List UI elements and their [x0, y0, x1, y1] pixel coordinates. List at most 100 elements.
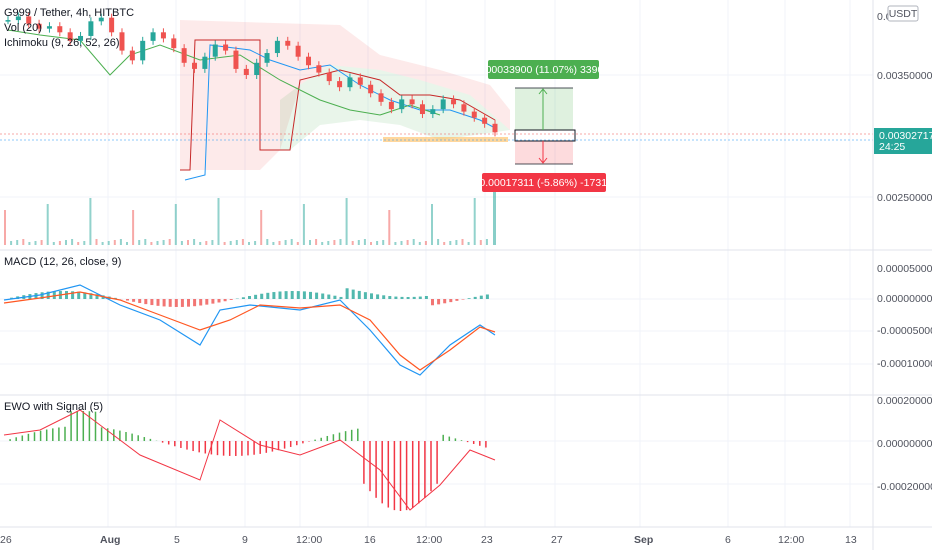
volume-bar	[455, 240, 458, 245]
macd-histogram-bar	[327, 294, 331, 299]
entry-box[interactable]	[514, 129, 576, 142]
volume-bar	[46, 204, 49, 245]
long-position-tool[interactable]: 0.00033900 (11.07%) 33900 -0.00017311 (-…	[383, 60, 612, 192]
macd-histogram-bar	[205, 299, 209, 305]
candle-body	[5, 20, 11, 22]
macd-histogram-bar	[229, 299, 233, 300]
ewo-tick-3: -0.00020000	[877, 481, 932, 493]
candle-body	[254, 62, 260, 75]
macd-histogram-bar	[461, 299, 465, 300]
macd-histogram-bar	[187, 299, 190, 307]
macd-histogram-bar	[479, 295, 483, 299]
price-tick-1: 0.00350000	[877, 70, 932, 82]
volume-bar	[217, 198, 220, 245]
macd-histogram-bar	[126, 299, 129, 301]
time-label-6: 6	[725, 534, 731, 546]
target-label: 0.00033900 (11.07%) 33900	[477, 64, 609, 76]
stop-zone[interactable]	[515, 141, 573, 164]
current-price-tag	[874, 128, 932, 154]
candle-body	[264, 53, 270, 63]
candle-body	[326, 72, 332, 82]
macd-histogram-bar	[437, 299, 441, 305]
candle-body	[67, 32, 73, 41]
ewo-tick-1: 0.00020000	[877, 395, 932, 407]
volume-bar	[272, 242, 275, 245]
ewo-legend[interactable]: EWO with Signal (5)	[4, 401, 103, 413]
candle-body	[388, 101, 394, 110]
volume-bar	[424, 241, 427, 245]
macd-signal-line	[3, 291, 496, 371]
volume-bar	[101, 242, 104, 245]
volume-bar	[260, 210, 263, 245]
macd-histogram-bar	[363, 292, 367, 299]
price-axis[interactable]: 0.0040 USDT 0.00350000 0.00250000 0.0030…	[874, 5, 932, 493]
candle-body	[482, 117, 488, 124]
volume-bar	[357, 240, 360, 245]
time-label-sep: Sep	[634, 534, 653, 546]
target-zone[interactable]	[515, 88, 573, 130]
candlesticks[interactable]	[5, 12, 498, 137]
time-label-16: 16	[364, 534, 376, 546]
volume-bar	[150, 242, 153, 245]
currency-badge[interactable]	[887, 5, 919, 22]
volume-bar	[327, 241, 330, 245]
volume-bar	[58, 241, 61, 245]
macd-histogram-bar	[424, 296, 428, 299]
ewo-pane[interactable]	[3, 409, 496, 511]
volume-bar	[138, 240, 141, 245]
volume-bar	[34, 241, 37, 245]
macd-histogram-bar	[290, 291, 294, 299]
macd-histogram-bar	[260, 293, 264, 299]
volume-bar-last	[493, 190, 496, 245]
candle-body	[129, 50, 135, 61]
volume-bar	[467, 242, 470, 245]
macd-legend[interactable]: MACD (12, 26, close, 9)	[4, 256, 121, 268]
macd-histogram-bar	[71, 291, 75, 299]
macd-histogram-bar	[266, 292, 270, 299]
volume-bar	[479, 240, 482, 245]
volume-bar	[248, 242, 250, 245]
macd-histogram-bar	[455, 299, 459, 301]
volume-bar	[65, 240, 67, 245]
target-arrow-head	[538, 88, 548, 95]
macd-histogram-bar	[95, 294, 99, 299]
candle-body	[399, 99, 405, 110]
volume-bar	[174, 204, 177, 245]
volume-bar	[119, 239, 122, 245]
volume-bar	[370, 242, 372, 245]
volume-bar	[16, 240, 19, 245]
candle-body	[88, 21, 94, 36]
kijun-line	[180, 39, 496, 171]
candle-body	[171, 38, 177, 49]
volume-bar	[302, 204, 305, 245]
macd-histogram-bar	[443, 299, 447, 304]
volume-bar	[345, 198, 348, 245]
vol-legend[interactable]: Vol (20)	[4, 22, 42, 34]
macd-pane[interactable]	[3, 284, 496, 376]
volume-bar	[406, 240, 409, 245]
time-axis[interactable]: 26 Aug 5 9 12:00 16 12:00 23 27 Sep 6 12…	[0, 534, 857, 546]
macd-histogram-bar	[10, 297, 14, 299]
candle-body	[78, 35, 84, 41]
volume-bar	[290, 239, 293, 245]
macd-histogram-bar	[431, 299, 434, 306]
volume-bar	[241, 239, 244, 245]
symbol-title[interactable]: G999 / Tether, 4h, HITBTC	[4, 7, 134, 19]
volume-bar	[388, 210, 391, 245]
volume-bar	[461, 239, 464, 245]
volume-bar	[485, 239, 488, 245]
ichimoku-legend[interactable]: Ichimoku (9, 26, 52, 26)	[4, 37, 120, 49]
volume-bar	[71, 239, 74, 245]
macd-histogram-bar	[46, 291, 50, 299]
macd-histogram-bar	[412, 296, 416, 299]
macd-histogram-bar	[321, 293, 325, 299]
macd-histogram-bar	[223, 299, 227, 302]
candle-body	[285, 40, 291, 46]
macd-histogram-bar	[394, 296, 398, 299]
volume-bar	[443, 242, 446, 245]
volume-bar	[382, 240, 385, 245]
macd-histogram-bar	[65, 291, 68, 299]
tenkan-line	[184, 44, 496, 181]
candle-body	[357, 77, 363, 85]
